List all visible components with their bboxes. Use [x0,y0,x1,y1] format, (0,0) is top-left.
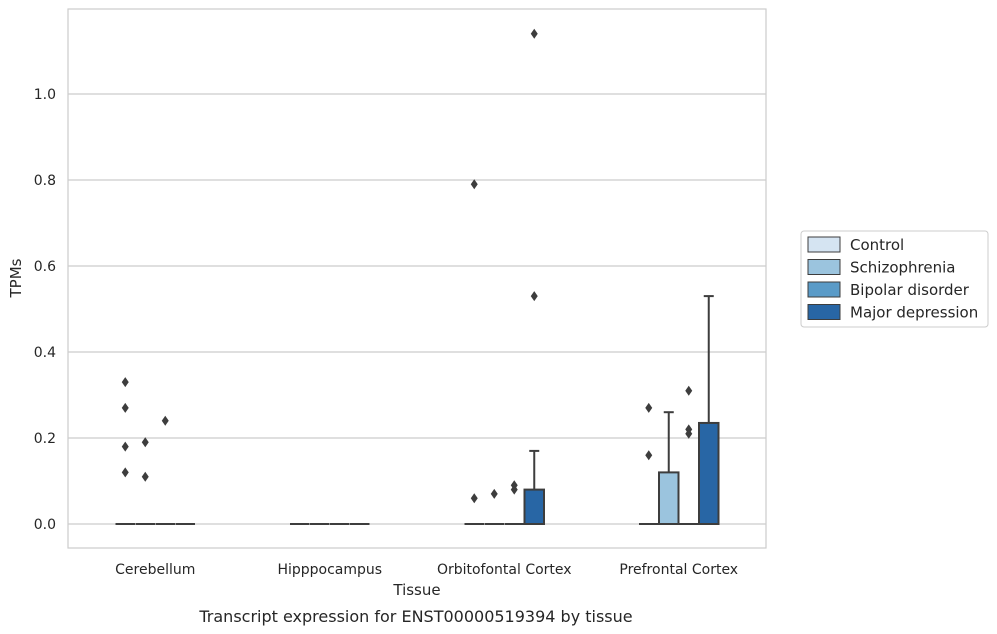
outlier-point [121,377,129,388]
outlier-point [161,415,169,426]
box-group [135,437,155,525]
legend-swatch [807,281,841,298]
legend-label: Bipolar disorder [850,281,970,299]
outlier-point [530,28,538,39]
outlier-point [141,471,149,482]
box-plots [115,28,720,526]
outlier-point [490,488,498,499]
x-tick-labels: Cerebellum Hipppocampus Orbitofontal Corte… [115,562,738,578]
outlier-point [685,428,693,439]
outlier-point [645,450,653,461]
box-group [679,385,699,525]
legend-label: Control [850,236,904,254]
legend-swatch [807,236,841,253]
x-tick-label: Hipppocampus [277,562,382,578]
box-group [155,415,175,525]
box-group [115,377,135,525]
x-axis-title: Tissue [392,581,440,599]
outlier-point [470,493,478,504]
box-group [484,488,504,525]
outlier-point [470,179,478,190]
y-tick-labels: 0.0 0.2 0.4 0.6 0.8 1.0 [34,87,56,533]
x-tick-label: Cerebellum [115,562,195,578]
legend-frame [800,230,989,328]
y-tick-label: 0.6 [34,259,56,275]
x-tick-label: Prefrontal Cortex [619,562,738,578]
chart-caption: Transcript expression for ENST0000051939… [198,607,632,626]
y-tick-label: 1.0 [34,87,56,103]
box-group [639,402,659,525]
legend-label: Schizophrenia [850,259,955,277]
box-group [658,411,680,525]
outlier-point [645,402,653,413]
x-tick-label: Orbitofontal Cortex [437,562,572,578]
legend-swatch [807,259,841,275]
y-tick-label: 0.4 [34,345,56,361]
outlier-point [121,402,129,413]
legend: Control Schizophrenia Bipolar disorder Majo… [800,230,989,328]
plot-frame [67,8,767,549]
outlier-point [141,437,149,448]
box [658,471,680,525]
box-group [504,480,524,525]
y-axis-title: TPMs [7,258,25,298]
y-tick-label: 0.0 [34,517,56,533]
box-group [698,295,720,526]
box-group [523,28,545,526]
box [523,488,545,526]
outlier-point [510,484,518,495]
plot-background [68,9,766,548]
outlier-point [530,291,538,302]
box [698,421,720,526]
y-tick-label: 0.8 [34,173,56,189]
y-tick-label: 0.2 [34,431,56,447]
outlier-point [121,441,129,452]
legend-label: Major depression [850,304,978,322]
legend-swatch [807,304,841,320]
outlier-point [121,467,129,478]
outlier-point [685,385,693,396]
box-group [464,179,484,525]
